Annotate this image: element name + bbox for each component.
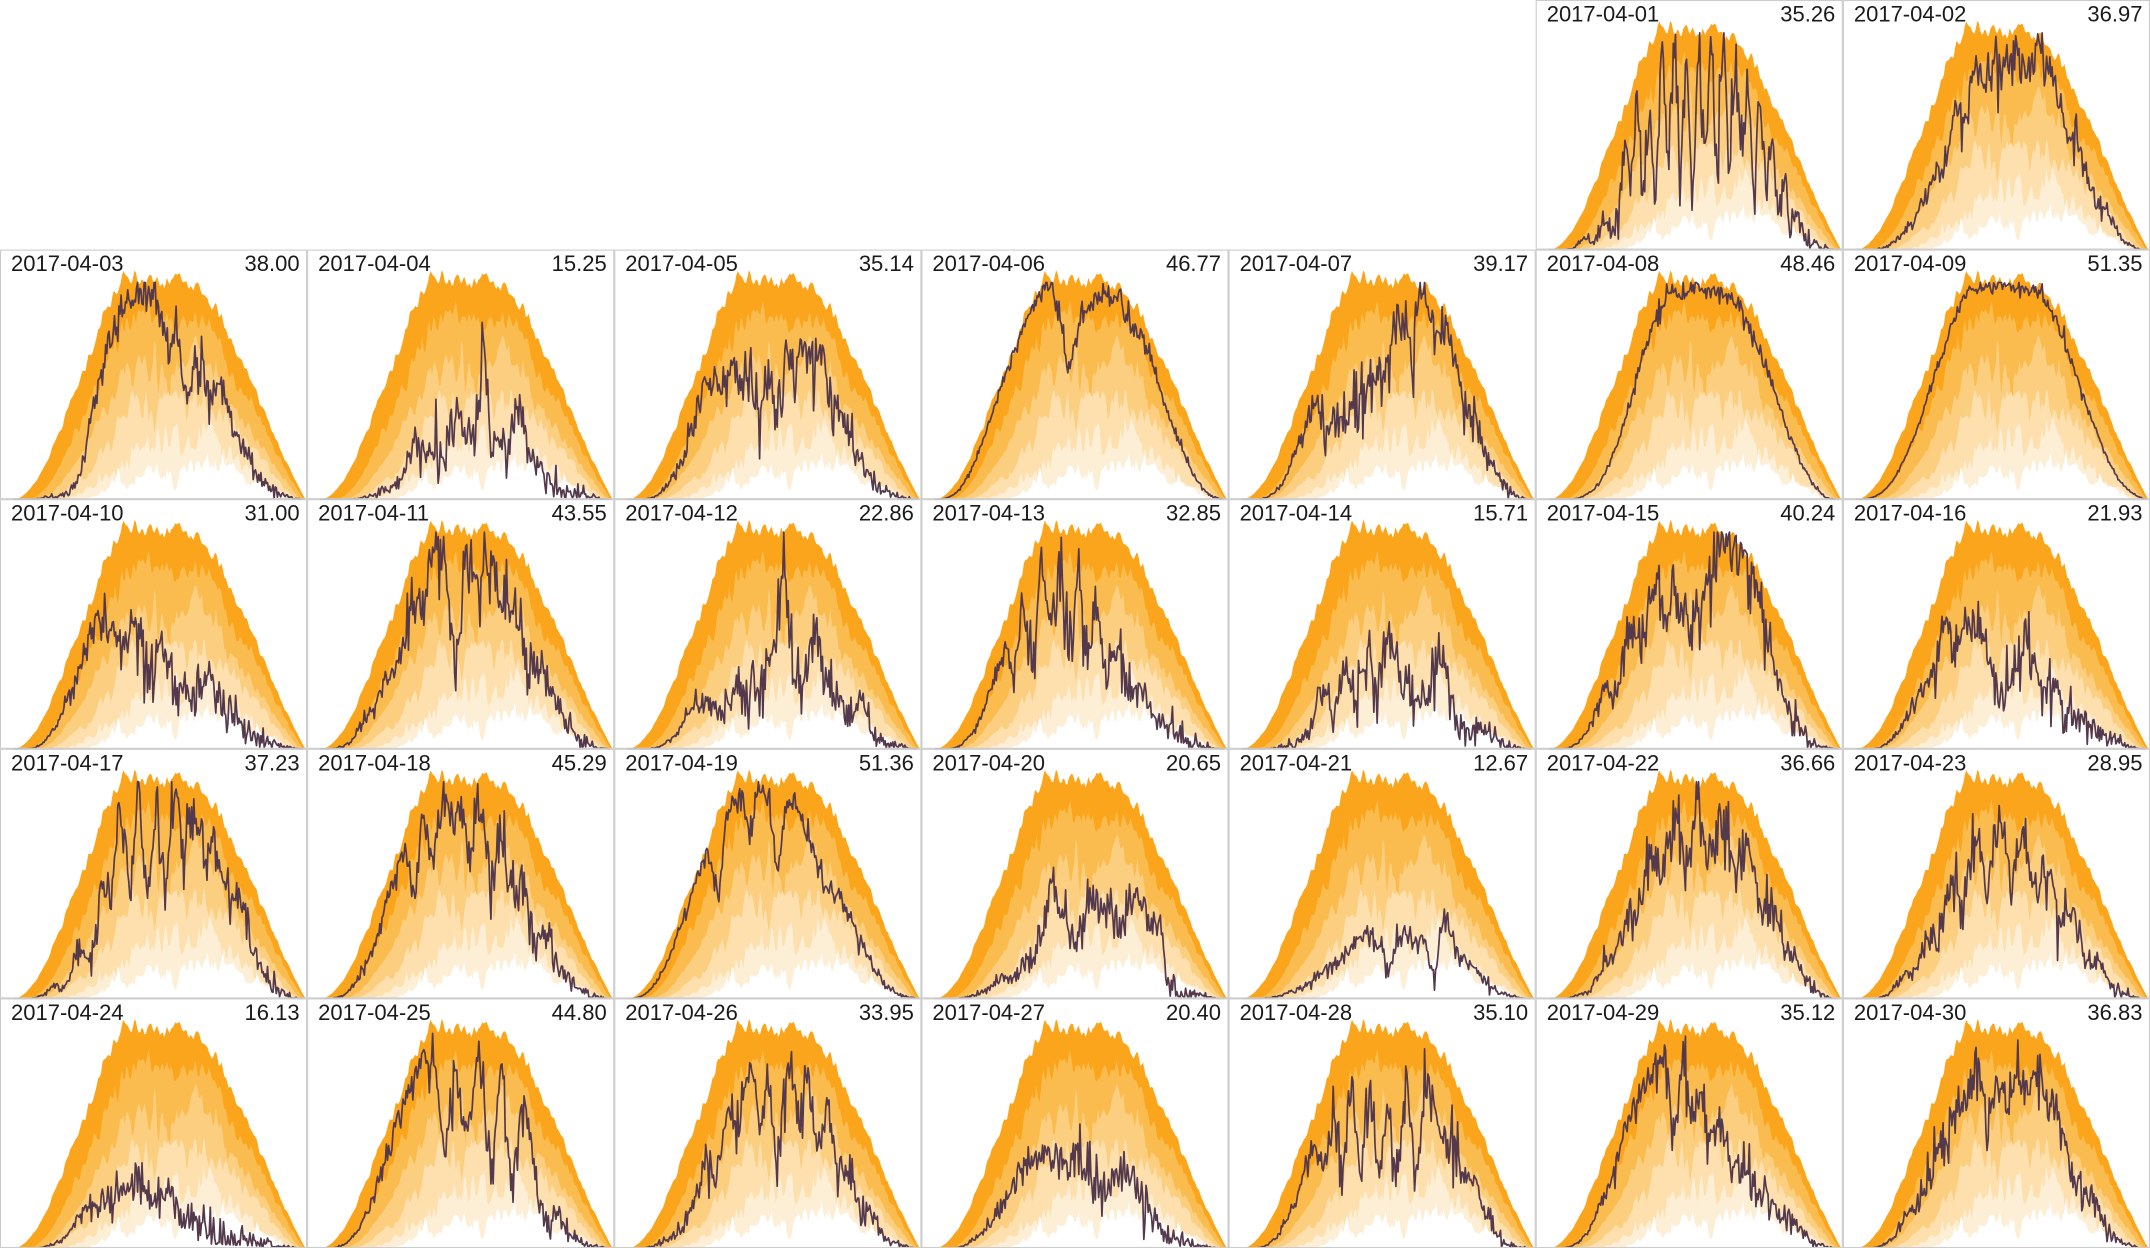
svg-text:21.93: 21.93 [2087, 501, 2142, 526]
svg-text:2017-04-19: 2017-04-19 [625, 750, 738, 775]
svg-text:16.13: 16.13 [245, 1000, 300, 1025]
svg-text:2017-04-14: 2017-04-14 [1240, 501, 1353, 526]
svg-text:44.80: 44.80 [552, 1000, 607, 1025]
svg-text:40.24: 40.24 [1780, 501, 1835, 526]
svg-text:39.17: 39.17 [1473, 251, 1528, 276]
svg-text:2017-04-13: 2017-04-13 [932, 501, 1045, 526]
svg-text:2017-04-09: 2017-04-09 [1854, 251, 1967, 276]
svg-text:2017-04-29: 2017-04-29 [1547, 1000, 1660, 1025]
svg-text:2017-04-05: 2017-04-05 [625, 251, 738, 276]
svg-text:2017-04-27: 2017-04-27 [932, 1000, 1045, 1025]
svg-text:2017-04-20: 2017-04-20 [932, 750, 1045, 775]
svg-text:2017-04-07: 2017-04-07 [1240, 251, 1353, 276]
svg-text:38.00: 38.00 [245, 251, 300, 276]
svg-text:35.12: 35.12 [1780, 1000, 1835, 1025]
svg-text:32.85: 32.85 [1166, 501, 1221, 526]
svg-text:51.35: 51.35 [2087, 251, 2142, 276]
svg-text:2017-04-08: 2017-04-08 [1547, 251, 1660, 276]
svg-text:2017-04-22: 2017-04-22 [1547, 750, 1660, 775]
svg-text:37.23: 37.23 [245, 750, 300, 775]
svg-text:45.29: 45.29 [552, 750, 607, 775]
svg-text:2017-04-24: 2017-04-24 [11, 1000, 124, 1025]
svg-text:51.36: 51.36 [859, 750, 914, 775]
svg-text:2017-04-01: 2017-04-01 [1547, 2, 1660, 27]
svg-text:2017-04-16: 2017-04-16 [1854, 501, 1967, 526]
svg-text:35.10: 35.10 [1473, 1000, 1528, 1025]
svg-text:2017-04-28: 2017-04-28 [1240, 1000, 1353, 1025]
svg-text:2017-04-18: 2017-04-18 [318, 750, 431, 775]
svg-text:2017-04-06: 2017-04-06 [932, 251, 1045, 276]
svg-text:20.40: 20.40 [1166, 1000, 1221, 1025]
svg-text:12.67: 12.67 [1473, 750, 1528, 775]
svg-text:2017-04-25: 2017-04-25 [318, 1000, 431, 1025]
svg-text:20.65: 20.65 [1166, 750, 1221, 775]
svg-text:35.26: 35.26 [1780, 2, 1835, 27]
svg-text:2017-04-23: 2017-04-23 [1854, 750, 1967, 775]
svg-text:2017-04-02: 2017-04-02 [1854, 2, 1967, 27]
svg-text:2017-04-11: 2017-04-11 [318, 501, 429, 526]
svg-text:28.95: 28.95 [2087, 750, 2142, 775]
svg-text:22.86: 22.86 [859, 501, 914, 526]
svg-text:2017-04-30: 2017-04-30 [1854, 1000, 1967, 1025]
svg-text:33.95: 33.95 [859, 1000, 914, 1025]
svg-text:15.71: 15.71 [1473, 501, 1528, 526]
svg-text:36.97: 36.97 [2087, 2, 2142, 27]
svg-text:2017-04-26: 2017-04-26 [625, 1000, 738, 1025]
svg-text:2017-04-04: 2017-04-04 [318, 251, 431, 276]
svg-text:48.46: 48.46 [1780, 251, 1835, 276]
svg-text:2017-04-21: 2017-04-21 [1240, 750, 1353, 775]
svg-text:2017-04-03: 2017-04-03 [11, 251, 124, 276]
svg-text:31.00: 31.00 [245, 501, 300, 526]
svg-text:36.83: 36.83 [2087, 1000, 2142, 1025]
svg-text:15.25: 15.25 [552, 251, 607, 276]
svg-text:2017-04-10: 2017-04-10 [11, 501, 124, 526]
svg-text:2017-04-15: 2017-04-15 [1547, 501, 1660, 526]
svg-text:2017-04-12: 2017-04-12 [625, 501, 738, 526]
svg-text:2017-04-17: 2017-04-17 [11, 750, 124, 775]
svg-text:43.55: 43.55 [552, 501, 607, 526]
svg-text:46.77: 46.77 [1166, 251, 1221, 276]
svg-text:35.14: 35.14 [859, 251, 914, 276]
svg-text:36.66: 36.66 [1780, 750, 1835, 775]
